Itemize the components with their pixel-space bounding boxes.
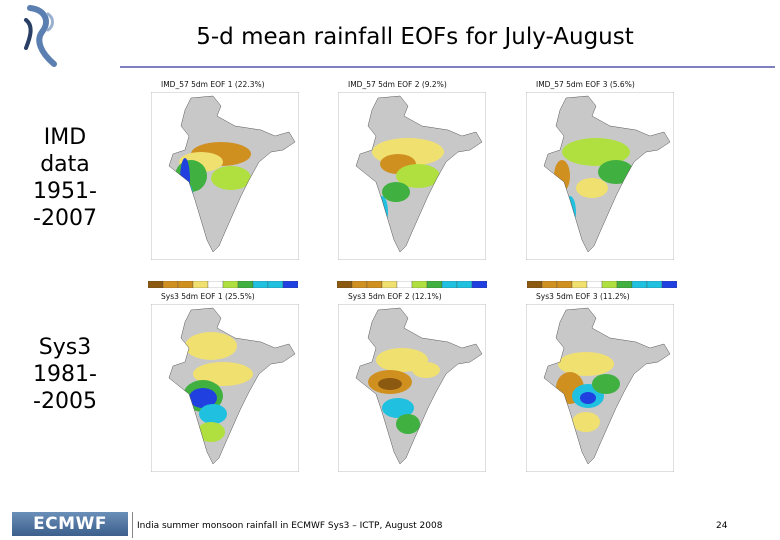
page-number: 24 [716, 521, 728, 531]
colorbar-swatch [282, 281, 298, 288]
rainfall-anomaly-blob [185, 332, 237, 360]
panel-title: Sys3 5dm EOF 3 (11.2%) [536, 292, 630, 301]
rainfall-map [338, 92, 486, 260]
land-mask [356, 308, 482, 464]
colorbar-swatch [366, 281, 383, 288]
colorbar-swatch [192, 281, 209, 288]
colorbar-swatch [631, 281, 648, 288]
row-label-line: data [40, 152, 90, 177]
colorbar-swatch [646, 281, 663, 288]
ecmwf-footer-logo: ECMWF [12, 512, 128, 536]
rainfall-anomaly-blob [396, 164, 440, 188]
coastline [543, 95, 671, 253]
rainfall-anomaly-blob [576, 178, 608, 198]
rainfall-anomaly-blob [197, 422, 225, 442]
rainfall-anomaly-blob [199, 404, 227, 424]
coastline [168, 307, 296, 465]
row-label-sys3: Sys3 1981- -2005 [0, 334, 130, 415]
row-label-line: IMD [43, 125, 87, 150]
colorbar-swatch [541, 281, 558, 288]
colorbar-swatch [351, 281, 368, 288]
footer-caption: India summer monsoon rainfall in ECMWF S… [137, 521, 443, 531]
eof-panel-imd-3: IMD_57 5dm EOF 3 (5.6%) [508, 80, 678, 270]
rainfall-anomaly-blob [189, 388, 217, 408]
colorbar-swatch [571, 281, 588, 288]
title-divider [120, 66, 775, 68]
colorbar-swatch [661, 281, 677, 288]
coastline [355, 307, 483, 465]
eof-panel-imd-2: IMD_57 5dm EOF 2 (9.2%) [320, 80, 490, 270]
rainfall-anomaly-blob [558, 352, 614, 376]
ecmwf-logo-icon [20, 4, 60, 70]
colorbar-swatch [441, 281, 458, 288]
rainfall-map [338, 304, 486, 472]
colorbar-swatch [237, 281, 254, 288]
panel-title: IMD_57 5dm EOF 1 (22.3%) [161, 80, 265, 89]
colorbar-swatch [222, 281, 239, 288]
rainfall-anomaly-blob [211, 166, 251, 190]
colorbar-swatch [527, 281, 543, 288]
coastline [355, 95, 483, 253]
rainfall-anomaly-blob [580, 392, 596, 404]
colorbar-swatch [162, 281, 179, 288]
eof-panel-imd-1: IMD_57 5dm EOF 1 (22.3%) [133, 80, 303, 270]
rainfall-anomaly-blob [193, 362, 253, 386]
eof-panel-sys3-1: Sys3 5dm EOF 1 (25.5%) [133, 292, 303, 482]
panel-title: Sys3 5dm EOF 2 (12.1%) [348, 292, 442, 301]
rainfall-map [151, 304, 299, 472]
rainfall-map [526, 92, 674, 260]
rainfall-anomaly-blob [412, 362, 440, 378]
colorbar-swatch [616, 281, 633, 288]
colorbar-swatch [207, 281, 224, 288]
panel-title: Sys3 5dm EOF 1 (25.5%) [161, 292, 255, 301]
rainfall-map [526, 304, 674, 472]
colorbar-swatch [411, 281, 428, 288]
eof-panel-sys3-3: Sys3 5dm EOF 3 (11.2%) [508, 292, 678, 482]
colorbar-swatch [148, 281, 164, 288]
rainfall-anomaly-blob [572, 412, 600, 432]
coastline [543, 307, 671, 465]
rainfall-anomaly-blob [562, 138, 630, 166]
colorbar [148, 281, 298, 288]
rainfall-anomaly-blob [396, 414, 420, 434]
colorbar-swatch [267, 281, 284, 288]
colorbar [337, 281, 487, 288]
colorbar-swatch [381, 281, 398, 288]
rainfall-anomaly-blob [592, 374, 620, 394]
row-label-imd: IMD data 1951- -2007 [0, 124, 130, 232]
footer-divider [132, 512, 133, 538]
panel-title: IMD_57 5dm EOF 3 (5.6%) [536, 80, 635, 89]
rainfall-anomaly-blob [382, 398, 414, 418]
slide-title: 5-d mean rainfall EOFs for July-August [196, 24, 634, 50]
colorbar-swatch [586, 281, 603, 288]
row-label-line: 1951- [33, 179, 97, 204]
rainfall-anomaly-blob [378, 378, 402, 390]
colorbar-swatch [471, 281, 487, 288]
rainfall-map [151, 92, 299, 260]
colorbar-swatch [426, 281, 443, 288]
colorbar-swatch [456, 281, 473, 288]
row-label-line: Sys3 [38, 335, 92, 360]
colorbar-swatch [601, 281, 618, 288]
colorbar [527, 281, 677, 288]
eof-panel-sys3-2: Sys3 5dm EOF 2 (12.1%) [320, 292, 490, 482]
row-label-line: 1981- [33, 362, 97, 387]
rainfall-anomaly-blob [382, 182, 410, 202]
row-label-line: -2005 [33, 389, 97, 414]
colorbar-swatch [337, 281, 353, 288]
colorbar-swatch [252, 281, 269, 288]
colorbar-swatch [396, 281, 413, 288]
coastline [168, 95, 296, 253]
colorbar-swatch [556, 281, 573, 288]
panel-title: IMD_57 5dm EOF 2 (9.2%) [348, 80, 447, 89]
colorbar-swatch [177, 281, 194, 288]
row-label-line: -2007 [33, 206, 97, 231]
